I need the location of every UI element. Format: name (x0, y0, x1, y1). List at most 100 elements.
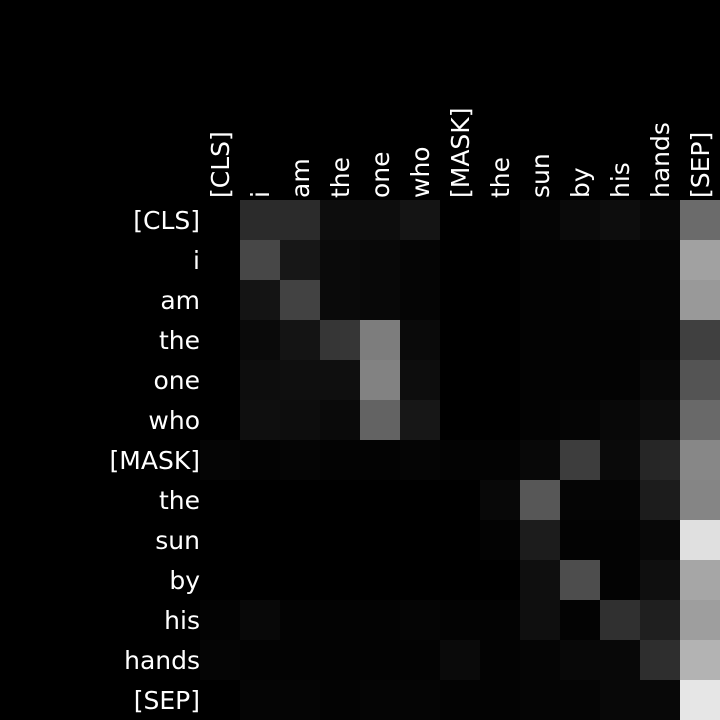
heatmap-cell (560, 560, 600, 600)
heatmap-cell (560, 360, 600, 400)
heatmap-cell (440, 520, 480, 560)
heatmap-cell (280, 360, 320, 400)
heatmap-cell (360, 400, 400, 440)
heatmap-cell (480, 600, 520, 640)
heatmap-cell (640, 600, 680, 640)
heatmap-cell (680, 680, 720, 720)
x-tick-label: am (286, 158, 315, 198)
heatmap-cell (200, 600, 240, 640)
heatmap-cell (520, 520, 560, 560)
heatmap-cell (360, 440, 400, 480)
y-tick-label: [CLS] (133, 206, 200, 235)
heatmap-cell (360, 240, 400, 280)
heatmap-cell (200, 360, 240, 400)
heatmap-cell (520, 280, 560, 320)
heatmap-cell (680, 560, 720, 600)
heatmap-cell (280, 680, 320, 720)
heatmap-cell (280, 320, 320, 360)
heatmap-cell (400, 560, 440, 600)
heatmap-cell (480, 680, 520, 720)
heatmap-cell (440, 480, 480, 520)
heatmap-cell (400, 280, 440, 320)
x-tick-label: by (566, 167, 595, 198)
heatmap-cell (560, 680, 600, 720)
heatmap-cell (440, 360, 480, 400)
heatmap-cell (600, 600, 640, 640)
heatmap-cell (560, 640, 600, 680)
heatmap-cell (440, 240, 480, 280)
y-tick-label: one (153, 366, 200, 395)
heatmap-cell (360, 480, 400, 520)
x-tick-label: sun (526, 153, 555, 198)
heatmap-cell (400, 440, 440, 480)
heatmap-cell (640, 280, 680, 320)
heatmap-cell (240, 680, 280, 720)
heatmap-cell (400, 680, 440, 720)
heatmap-cell (280, 600, 320, 640)
heatmap-cell (640, 240, 680, 280)
heatmap-cell (200, 520, 240, 560)
y-tick-label: [SEP] (134, 686, 200, 715)
heatmap-cell (480, 360, 520, 400)
y-tick-label: [MASK] (110, 446, 200, 475)
heatmap-cell (320, 560, 360, 600)
heatmap-cell (400, 400, 440, 440)
y-tick-label: who (148, 406, 200, 435)
heatmap-cell (480, 560, 520, 600)
heatmap-cell (320, 400, 360, 440)
heatmap-cell (320, 680, 360, 720)
heatmap-cell (480, 240, 520, 280)
heatmap-cell (240, 560, 280, 600)
heatmap-cell (200, 400, 240, 440)
heatmap-cell (320, 480, 360, 520)
heatmap-cell (560, 200, 600, 240)
heatmap-cell (680, 600, 720, 640)
x-tick-label: the (326, 157, 355, 198)
heatmap-cell (360, 680, 400, 720)
x-tick-label: who (406, 146, 435, 198)
heatmap-cell (640, 680, 680, 720)
heatmap-cell (480, 520, 520, 560)
heatmap-cell (680, 640, 720, 680)
heatmap-cell (200, 560, 240, 600)
heatmap-cell (520, 480, 560, 520)
x-tick-labels: [CLS] i am the one who [MASK] the sun by his hands[… (206, 108, 715, 198)
heatmap-cell (600, 200, 640, 240)
heatmap-cell (400, 200, 440, 240)
heatmap-cell (560, 400, 600, 440)
heatmap-cell (320, 240, 360, 280)
heatmap-cell (240, 520, 280, 560)
heatmap-cell (560, 240, 600, 280)
heatmap-cell (440, 560, 480, 600)
heatmap-cell (440, 320, 480, 360)
heatmap-cells (200, 200, 720, 720)
heatmap-cell (560, 280, 600, 320)
heatmap-cell (560, 320, 600, 360)
heatmap-cell (640, 200, 680, 240)
heatmap-cell (280, 480, 320, 520)
y-tick-labels: [CLS] i am the one who [MASK] the sun by his hands [… (110, 206, 201, 715)
heatmap-cell (240, 400, 280, 440)
heatmap-cell (360, 280, 400, 320)
heatmap-cell (440, 600, 480, 640)
heatmap-cell (240, 240, 280, 280)
x-tick-label: [CLS] (206, 131, 235, 198)
heatmap-cell (440, 640, 480, 680)
heatmap-cell (440, 440, 480, 480)
heatmap-cell (640, 520, 680, 560)
heatmap-cell (280, 280, 320, 320)
heatmap-cell (240, 480, 280, 520)
x-tick-label: hands (646, 122, 675, 198)
heatmap-cell (680, 440, 720, 480)
heatmap-cell (200, 320, 240, 360)
heatmap-cell (320, 360, 360, 400)
heatmap-cell (520, 360, 560, 400)
heatmap-cell (360, 360, 400, 400)
x-tick-label: one (366, 151, 395, 198)
heatmap-cell (320, 440, 360, 480)
heatmap-cell (640, 640, 680, 680)
heatmap-cell (280, 200, 320, 240)
heatmap-cell (360, 320, 400, 360)
heatmap-cell (280, 640, 320, 680)
